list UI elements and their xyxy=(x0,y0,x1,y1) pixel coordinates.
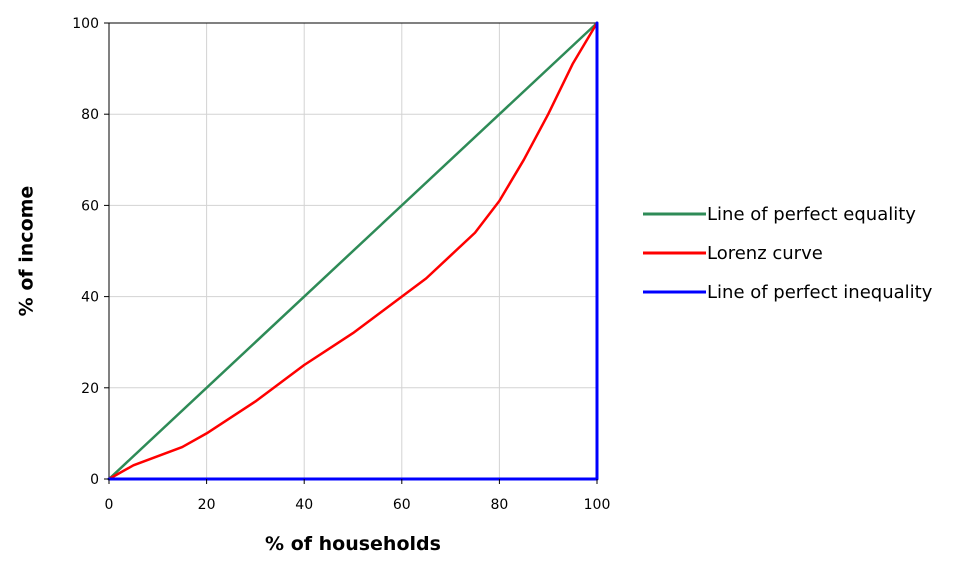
y-tick-label: 80 xyxy=(81,107,99,123)
x-tick-label: 40 xyxy=(295,497,313,513)
y-tick-label: 40 xyxy=(81,290,99,306)
x-tick-label: 0 xyxy=(105,497,114,513)
y-tick-label: 60 xyxy=(81,198,99,214)
y-axis-title: % of income xyxy=(16,186,38,317)
series-layer xyxy=(107,21,599,481)
x-tick-label: 20 xyxy=(198,497,216,513)
x-tick-label: 80 xyxy=(490,497,508,513)
y-tick-label: 0 xyxy=(90,472,99,488)
x-axis-title: % of households xyxy=(265,533,441,555)
y-tick-label: 20 xyxy=(81,381,99,397)
series-line-lorenz-curve xyxy=(107,21,599,481)
y-axis-ticks: 0 20 40 60 80 100 xyxy=(72,16,109,488)
legend: Line of perfect equality Lorenz curve Line… xyxy=(643,204,933,303)
x-axis-ticks: 0 20 40 60 80 100 xyxy=(105,479,611,513)
legend-label-lorenz-curve: Lorenz curve xyxy=(707,243,823,264)
y-tick-label: 100 xyxy=(72,16,99,32)
series-line-line-of-perfect-equality xyxy=(107,21,599,481)
grid-lines xyxy=(109,23,597,479)
x-tick-label: 100 xyxy=(584,497,611,513)
legend-label-line-of-perfect-equality: Line of perfect equality xyxy=(707,204,916,225)
x-tick-label: 60 xyxy=(393,497,411,513)
legend-label-line-of-perfect-inequality: Line of perfect inequality xyxy=(707,282,933,303)
